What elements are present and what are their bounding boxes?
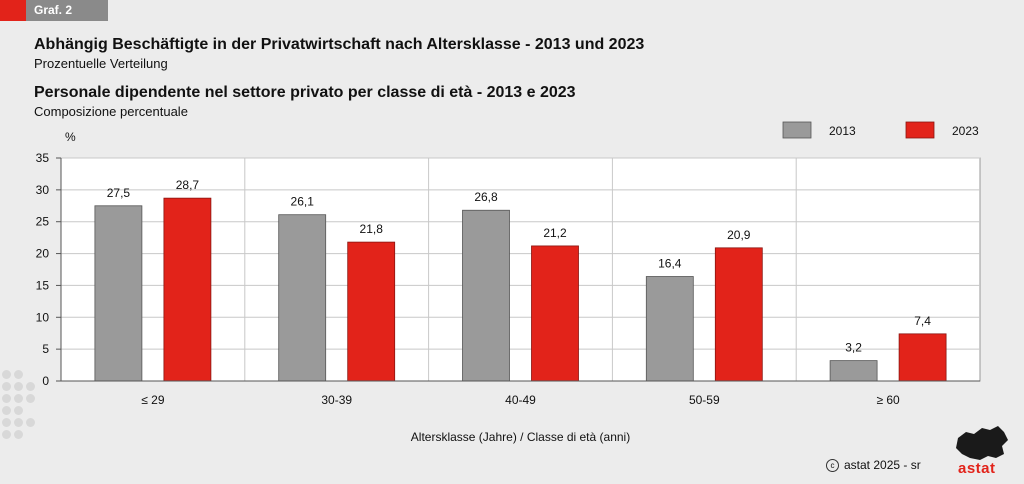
title-german: Abhängig Beschäftigte in der Privatwirts… (34, 36, 645, 53)
astat-logo-text: astat (958, 460, 996, 477)
legend-label-2013: 2013 (829, 124, 856, 138)
chart-number-label: Graf. 2 (34, 3, 73, 17)
bar-2023 (531, 245, 579, 382)
bar-2013 (829, 360, 878, 382)
subtitle-italian: Composizione percentuale (34, 104, 188, 119)
decorative-dot (14, 370, 23, 379)
bar-2013 (278, 214, 327, 382)
y-tick-label: 30 (36, 183, 50, 197)
legend-swatch-2023 (905, 121, 935, 139)
decorative-dot (14, 406, 23, 415)
decorative-dot (26, 394, 35, 403)
data-label: 3,2 (845, 341, 862, 355)
decorative-dot (2, 370, 11, 379)
plot-area (60, 157, 981, 382)
legend-label-2023: 2023 (952, 124, 979, 138)
decorative-dots (0, 370, 40, 450)
decorative-dot (2, 382, 11, 391)
data-label: 26,1 (291, 195, 315, 209)
decorative-dot (14, 382, 23, 391)
legend-swatch-2013 (782, 121, 812, 139)
data-label: 16,4 (658, 257, 682, 271)
y-tick-label: 5 (42, 342, 49, 356)
bar-2013 (462, 209, 510, 382)
decorative-dot (26, 382, 35, 391)
decorative-dot (2, 406, 11, 415)
decorative-dot (2, 430, 11, 439)
data-label: 27,5 (107, 186, 131, 200)
bar-2023 (163, 197, 212, 382)
y-tick-label: 15 (36, 278, 50, 292)
data-label: 28,7 (176, 178, 200, 192)
title-italian: Personale dipendente nel settore privato… (34, 84, 576, 101)
y-tick-label: 0 (42, 374, 49, 388)
decorative-dot (26, 418, 35, 427)
x-tick-label: ≥ 60 (876, 393, 900, 407)
bar-2023 (714, 247, 763, 382)
data-label: 7,4 (914, 314, 931, 328)
y-tick-label: 35 (36, 151, 50, 165)
y-tick-label: 10 (36, 310, 50, 324)
bar-2023 (898, 333, 947, 382)
copyright-icon: c (826, 459, 839, 473)
bar-2013 (94, 205, 143, 382)
decorative-dot (2, 394, 11, 403)
bar-2013 (645, 276, 694, 382)
decorative-dot (14, 418, 23, 427)
data-label: 21,2 (543, 226, 567, 240)
data-label: 21,8 (360, 222, 384, 236)
x-tick-label: 50-59 (689, 393, 720, 407)
decorative-dot (14, 394, 23, 403)
y-tick-label: 20 (36, 247, 50, 261)
y-tick-label: 25 (36, 215, 50, 229)
chart-number-tag (0, 0, 108, 21)
copyright-footer: c astat 2025 - sr (826, 458, 921, 473)
data-label: 26,8 (474, 190, 498, 204)
x-tick-label: 30-39 (321, 393, 352, 407)
decorative-dot (2, 418, 11, 427)
decorative-dot (14, 430, 23, 439)
tag-accent (0, 0, 26, 21)
y-axis-label: % (65, 130, 76, 144)
bar-2023 (347, 241, 396, 382)
astat-logo-icon (956, 426, 1008, 460)
x-tick-label: 40-49 (505, 393, 536, 407)
x-tick-label: ≤ 29 (141, 393, 165, 407)
x-axis-label: Altersklasse (Jahre) / Classe di età (an… (411, 430, 630, 444)
data-label: 20,9 (727, 228, 751, 242)
copyright-text: astat 2025 - sr (844, 458, 921, 472)
subtitle-german: Prozentuelle Verteilung (34, 56, 168, 71)
